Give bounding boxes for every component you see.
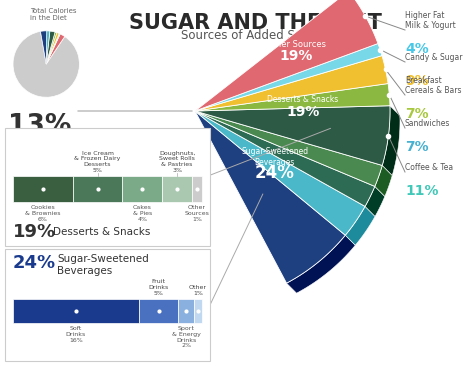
Polygon shape	[195, 111, 382, 186]
Text: 24%: 24%	[255, 164, 295, 182]
Text: Total Calories
in the Diet: Total Calories in the Diet	[30, 8, 76, 22]
Text: 19%: 19%	[280, 49, 313, 63]
Polygon shape	[195, 111, 365, 235]
Polygon shape	[382, 106, 400, 175]
Text: Beverages: Beverages	[57, 266, 112, 276]
Text: 13%: 13%	[9, 113, 72, 139]
Text: 7%: 7%	[405, 107, 428, 121]
Text: Sugar-Sweetened: Sugar-Sweetened	[57, 254, 149, 264]
Polygon shape	[195, 106, 390, 165]
Text: Other Sources: Other Sources	[266, 40, 326, 49]
Wedge shape	[46, 32, 57, 64]
Text: Sandwiches: Sandwiches	[405, 119, 450, 128]
Wedge shape	[46, 31, 50, 64]
Text: Desserts & Snacks: Desserts & Snacks	[267, 94, 338, 104]
Wedge shape	[46, 33, 59, 64]
Wedge shape	[40, 31, 47, 64]
Text: 19%: 19%	[286, 105, 320, 119]
Text: 11%: 11%	[405, 184, 438, 198]
Polygon shape	[346, 206, 375, 245]
Text: Sources of Added Sugars: Sources of Added Sugars	[182, 29, 328, 42]
Text: 19%: 19%	[13, 223, 56, 241]
Wedge shape	[46, 31, 55, 64]
Text: 9%: 9%	[405, 74, 428, 88]
Polygon shape	[195, 83, 390, 111]
Bar	[192, 176, 202, 202]
Bar	[178, 299, 194, 323]
Polygon shape	[195, 111, 375, 206]
Wedge shape	[46, 34, 65, 64]
Bar	[139, 299, 178, 323]
Wedge shape	[13, 31, 79, 97]
FancyBboxPatch shape	[5, 249, 210, 361]
Polygon shape	[365, 186, 385, 216]
Wedge shape	[46, 34, 60, 64]
FancyBboxPatch shape	[5, 128, 210, 246]
Text: Sport
& Energy
Drinks
2%: Sport & Energy Drinks 2%	[172, 326, 201, 348]
Text: Desserts & Snacks: Desserts & Snacks	[53, 227, 150, 237]
Text: Fruit
Drinks
5%: Fruit Drinks 5%	[148, 279, 169, 296]
Bar	[194, 299, 202, 323]
Text: SUGAR AND THE DIET: SUGAR AND THE DIET	[128, 13, 382, 33]
Text: Breakfast
Cereals & Bars: Breakfast Cereals & Bars	[405, 76, 462, 95]
Text: Sugar-Sweetened
Beverages: Sugar-Sweetened Beverages	[241, 147, 309, 167]
Polygon shape	[287, 235, 356, 293]
Text: 4%: 4%	[405, 42, 429, 56]
Polygon shape	[375, 165, 392, 197]
Bar	[122, 176, 162, 202]
Text: Other
1%: Other 1%	[189, 285, 207, 296]
Bar	[162, 176, 192, 202]
Text: Higher Fat
Milk & Yogurt: Higher Fat Milk & Yogurt	[405, 11, 456, 30]
Text: Other
Sources
1%: Other Sources 1%	[184, 205, 210, 221]
Polygon shape	[195, 0, 378, 111]
Text: Cookies
& Brownies
6%: Cookies & Brownies 6%	[25, 205, 61, 221]
Text: Doughnuts,
Sweet Rolls
& Pastries
3%: Doughnuts, Sweet Rolls & Pastries 3%	[159, 150, 195, 173]
Text: Cakes
& Pies
4%: Cakes & Pies 4%	[133, 205, 152, 221]
Text: Candy & Sugar: Candy & Sugar	[405, 53, 463, 62]
Text: 7%: 7%	[405, 140, 428, 154]
Bar	[73, 176, 122, 202]
Polygon shape	[195, 56, 388, 111]
Polygon shape	[195, 111, 346, 283]
Text: Coffee & Tea: Coffee & Tea	[405, 163, 453, 172]
Text: Added Sugars: Added Sugars	[11, 137, 69, 146]
Bar	[13, 299, 139, 323]
Text: Soft
Drinks
16%: Soft Drinks 16%	[66, 326, 86, 343]
Polygon shape	[195, 44, 382, 111]
Text: Ice Cream
& Frozen Dairy
Desserts
5%: Ice Cream & Frozen Dairy Desserts 5%	[74, 150, 121, 173]
Bar	[13, 176, 73, 202]
Text: 24%: 24%	[13, 254, 56, 272]
